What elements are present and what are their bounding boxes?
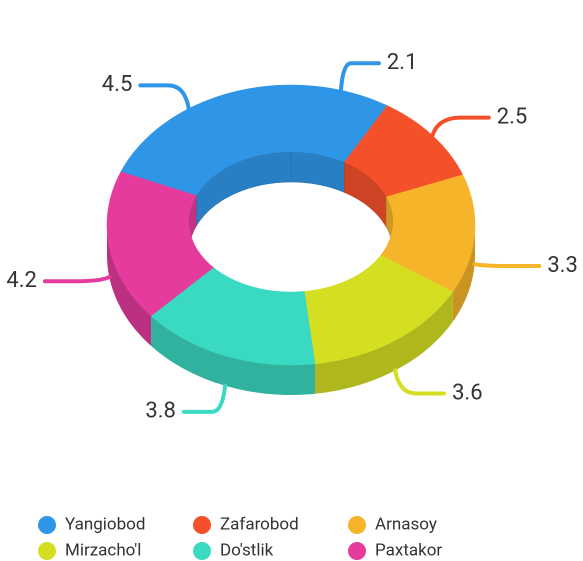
data-label: 4.2 — [6, 268, 37, 293]
legend-swatch — [348, 542, 366, 560]
connector — [393, 368, 447, 396]
connector — [42, 274, 112, 284]
data-label: 3.6 — [452, 380, 483, 405]
data-label: 3.8 — [145, 399, 176, 424]
connector — [472, 262, 542, 268]
connector — [338, 61, 381, 93]
data-label: 3.3 — [547, 253, 578, 278]
labels: 2.1 2.5 3.3 3.6 3.8 4.2 4.5 — [6, 50, 577, 424]
legend-label: Paxtakor — [375, 540, 442, 560]
legend-label: Arnasoy — [375, 514, 437, 534]
data-label: 2.5 — [497, 104, 528, 129]
connector — [138, 83, 191, 111]
legend-swatch — [38, 516, 56, 534]
legend-swatch — [193, 542, 211, 560]
side-wall — [107, 225, 152, 346]
legend-label: Zafarobod — [220, 514, 299, 534]
legend-swatch — [193, 516, 211, 534]
inner-wall — [196, 152, 292, 227]
side-wall — [151, 315, 316, 395]
legend-swatch — [348, 516, 366, 534]
legend: Yangiobod Zafarobod Arnasoy Mirzacho'l Do'st… — [38, 514, 442, 560]
connector — [181, 383, 228, 414]
legend-label: Mirzacho'l — [65, 540, 141, 560]
data-label: 2.1 — [387, 50, 418, 75]
connector — [430, 115, 491, 138]
data-label: 4.5 — [102, 72, 133, 97]
legend-label: Do'stlik — [220, 540, 274, 560]
legend-swatch — [38, 542, 56, 560]
side-wall — [315, 291, 453, 394]
legend-label: Yangiobod — [65, 514, 145, 534]
top-faces — [106, 84, 476, 366]
